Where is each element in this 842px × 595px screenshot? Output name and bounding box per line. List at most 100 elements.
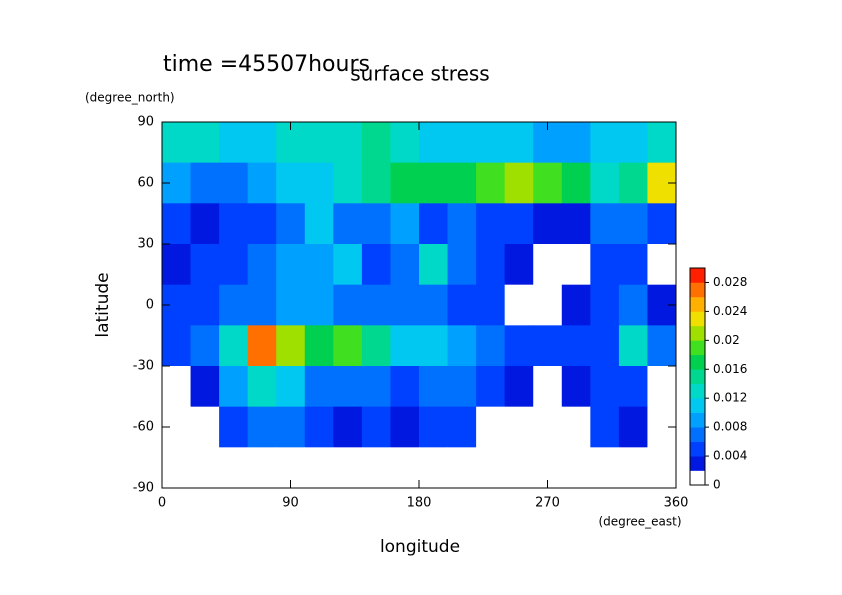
cell (561, 162, 591, 204)
cell (333, 325, 363, 367)
cell (618, 366, 648, 408)
cell (219, 284, 249, 326)
cell (276, 406, 306, 448)
cell (561, 325, 591, 367)
cell (561, 284, 591, 326)
cell (476, 325, 506, 367)
cell (419, 366, 449, 408)
colorbar-bin (690, 427, 705, 442)
cell (190, 122, 220, 164)
cell (504, 366, 534, 408)
cell (190, 406, 220, 448)
cell (247, 203, 277, 245)
cell (219, 122, 249, 164)
cell (647, 122, 677, 164)
cell (476, 447, 506, 489)
cell (390, 162, 420, 204)
cell (504, 203, 534, 245)
cell (533, 162, 563, 204)
cell (361, 244, 391, 286)
cell (304, 122, 334, 164)
cell (190, 162, 220, 204)
cell (247, 325, 277, 367)
colorbar-tick-label: 0.024 (713, 304, 747, 318)
cell (504, 406, 534, 448)
cell (561, 244, 591, 286)
cell (561, 447, 591, 489)
cell (361, 447, 391, 489)
cell (447, 447, 477, 489)
cell (504, 162, 534, 204)
cell (247, 162, 277, 204)
cell (190, 244, 220, 286)
y-tick-label: 60 (137, 176, 154, 191)
cell (533, 406, 563, 448)
cell (647, 447, 677, 489)
cell (219, 366, 249, 408)
cell (304, 447, 334, 489)
cell (419, 406, 449, 448)
colorbar-bin (690, 325, 705, 341)
cell (561, 366, 591, 408)
cell (304, 366, 334, 408)
cell (162, 122, 192, 164)
cell (276, 284, 306, 326)
cell (361, 325, 391, 367)
cell (361, 284, 391, 326)
cell (333, 447, 363, 489)
cell (504, 325, 534, 367)
cell (162, 325, 192, 367)
cell (504, 447, 534, 489)
cell (247, 284, 277, 326)
cell (247, 447, 277, 489)
cell (590, 406, 620, 448)
cell (190, 284, 220, 326)
cell (276, 244, 306, 286)
cell (361, 162, 391, 204)
cell (247, 122, 277, 164)
y-tick-label: -60 (133, 420, 154, 435)
cell (476, 122, 506, 164)
cell (419, 284, 449, 326)
cell (219, 406, 249, 448)
cell (390, 284, 420, 326)
cell (162, 366, 192, 408)
cell (419, 325, 449, 367)
cell (447, 162, 477, 204)
cell (419, 447, 449, 489)
cell (590, 244, 620, 286)
cell (361, 406, 391, 448)
cell (390, 244, 420, 286)
cell (618, 122, 648, 164)
y-tick-label: -90 (133, 481, 154, 496)
colorbar-tick-label: 0.028 (713, 275, 747, 289)
y-tick-label: 30 (137, 237, 154, 252)
colorbar-bin (690, 398, 705, 413)
cell (361, 203, 391, 245)
cell (447, 203, 477, 245)
cell (190, 325, 220, 367)
cell (219, 325, 249, 367)
cell (304, 325, 334, 367)
cell (390, 447, 420, 489)
cell (476, 406, 506, 448)
cell (447, 366, 477, 408)
colorbar-bin (690, 268, 705, 283)
cell (476, 244, 506, 286)
cell (590, 203, 620, 245)
cell (247, 406, 277, 448)
cell (333, 366, 363, 408)
cell (333, 406, 363, 448)
x-axis-label: longitude (380, 537, 460, 557)
x-tick-label: 90 (282, 496, 299, 511)
cell (618, 447, 648, 489)
cell (447, 122, 477, 164)
cell (533, 366, 563, 408)
cell (590, 162, 620, 204)
time-label: time =45507hours (163, 52, 370, 77)
cell (476, 203, 506, 245)
cell (447, 406, 477, 448)
cell (190, 203, 220, 245)
cell (390, 325, 420, 367)
colorbar-frame (689, 267, 706, 486)
